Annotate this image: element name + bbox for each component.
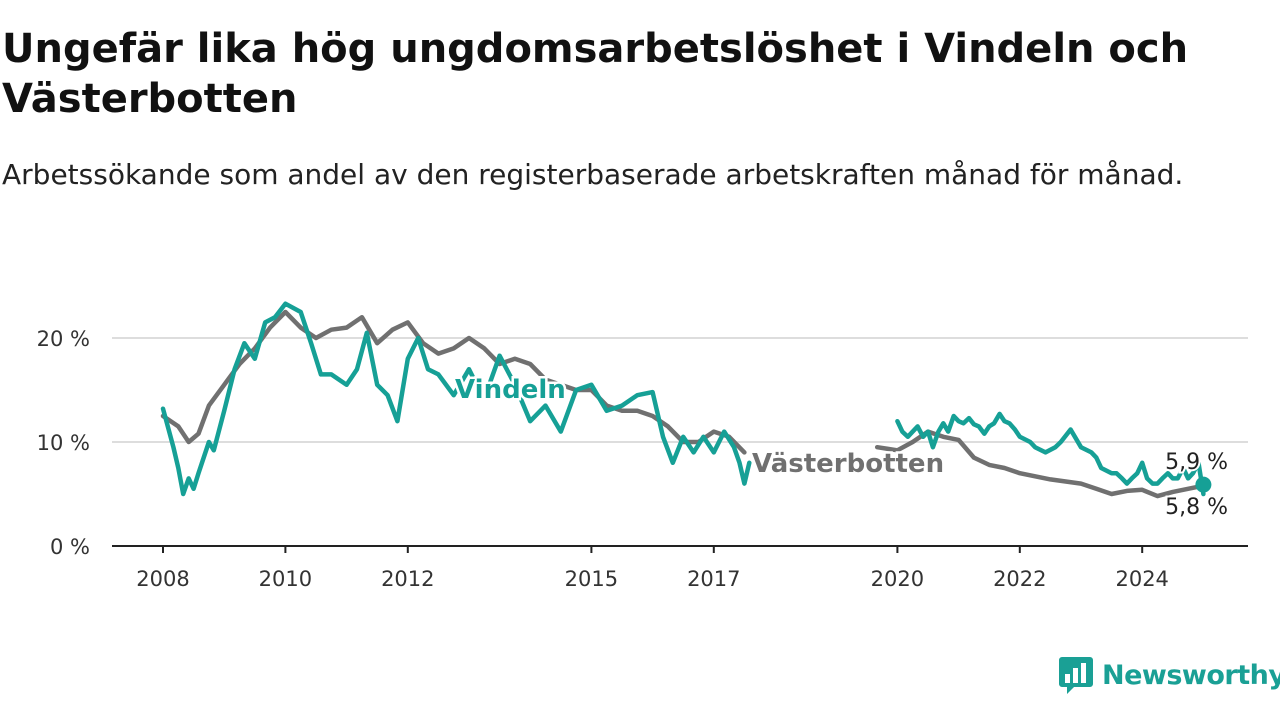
- y-tick-label: 10 %: [37, 431, 90, 455]
- x-tick-label: 2020: [871, 567, 924, 591]
- y-axis-ticks: 0 % 10 % 20 %: [37, 327, 90, 559]
- chart-subtitle: Arbetssökande som andel av den registerb…: [2, 158, 1184, 191]
- vindeln-end-label: 5,9 %: [1165, 450, 1228, 475]
- brand-name: Newsworthy: [1102, 659, 1280, 691]
- x-tick-label: 2022: [993, 567, 1046, 591]
- chart-title: Ungefär lika hög ungdomsarbetslöshet i V…: [2, 26, 1189, 122]
- vindeln-label: Vindeln: [455, 375, 566, 405]
- y-tick-label: 20 %: [37, 327, 90, 351]
- vasterbotten-line: [160, 309, 747, 455]
- vindeln-line-recent: [895, 411, 1206, 497]
- series-labels: Vindeln Västerbotten 5,9 % 5,8 %: [453, 373, 1231, 523]
- x-tick-label: 2010: [259, 567, 312, 591]
- x-tick-label: 2015: [565, 567, 618, 591]
- y-tick-label: 0 %: [50, 535, 90, 559]
- x-tick-label: 2012: [381, 567, 434, 591]
- x-axis-ticks: 2008 2010 2012 2015 2017 2020 2022 2024: [112, 545, 1248, 591]
- gridlines: [112, 337, 1248, 443]
- x-tick-label: 2024: [1115, 567, 1168, 591]
- vindeln-end-dot: [1195, 476, 1212, 493]
- series-lines: [160, 301, 1212, 499]
- x-tick-label: 2017: [687, 567, 740, 591]
- vasterbotten-end-label: 5,8 %: [1165, 495, 1228, 520]
- newsworthy-logo: Newsworthy: [1058, 654, 1280, 696]
- x-tick-label: 2008: [136, 567, 189, 591]
- newsworthy-logo-icon: [1059, 657, 1093, 694]
- vindeln-line: [160, 301, 752, 497]
- vasterbotten-label: Västerbotten: [752, 449, 944, 479]
